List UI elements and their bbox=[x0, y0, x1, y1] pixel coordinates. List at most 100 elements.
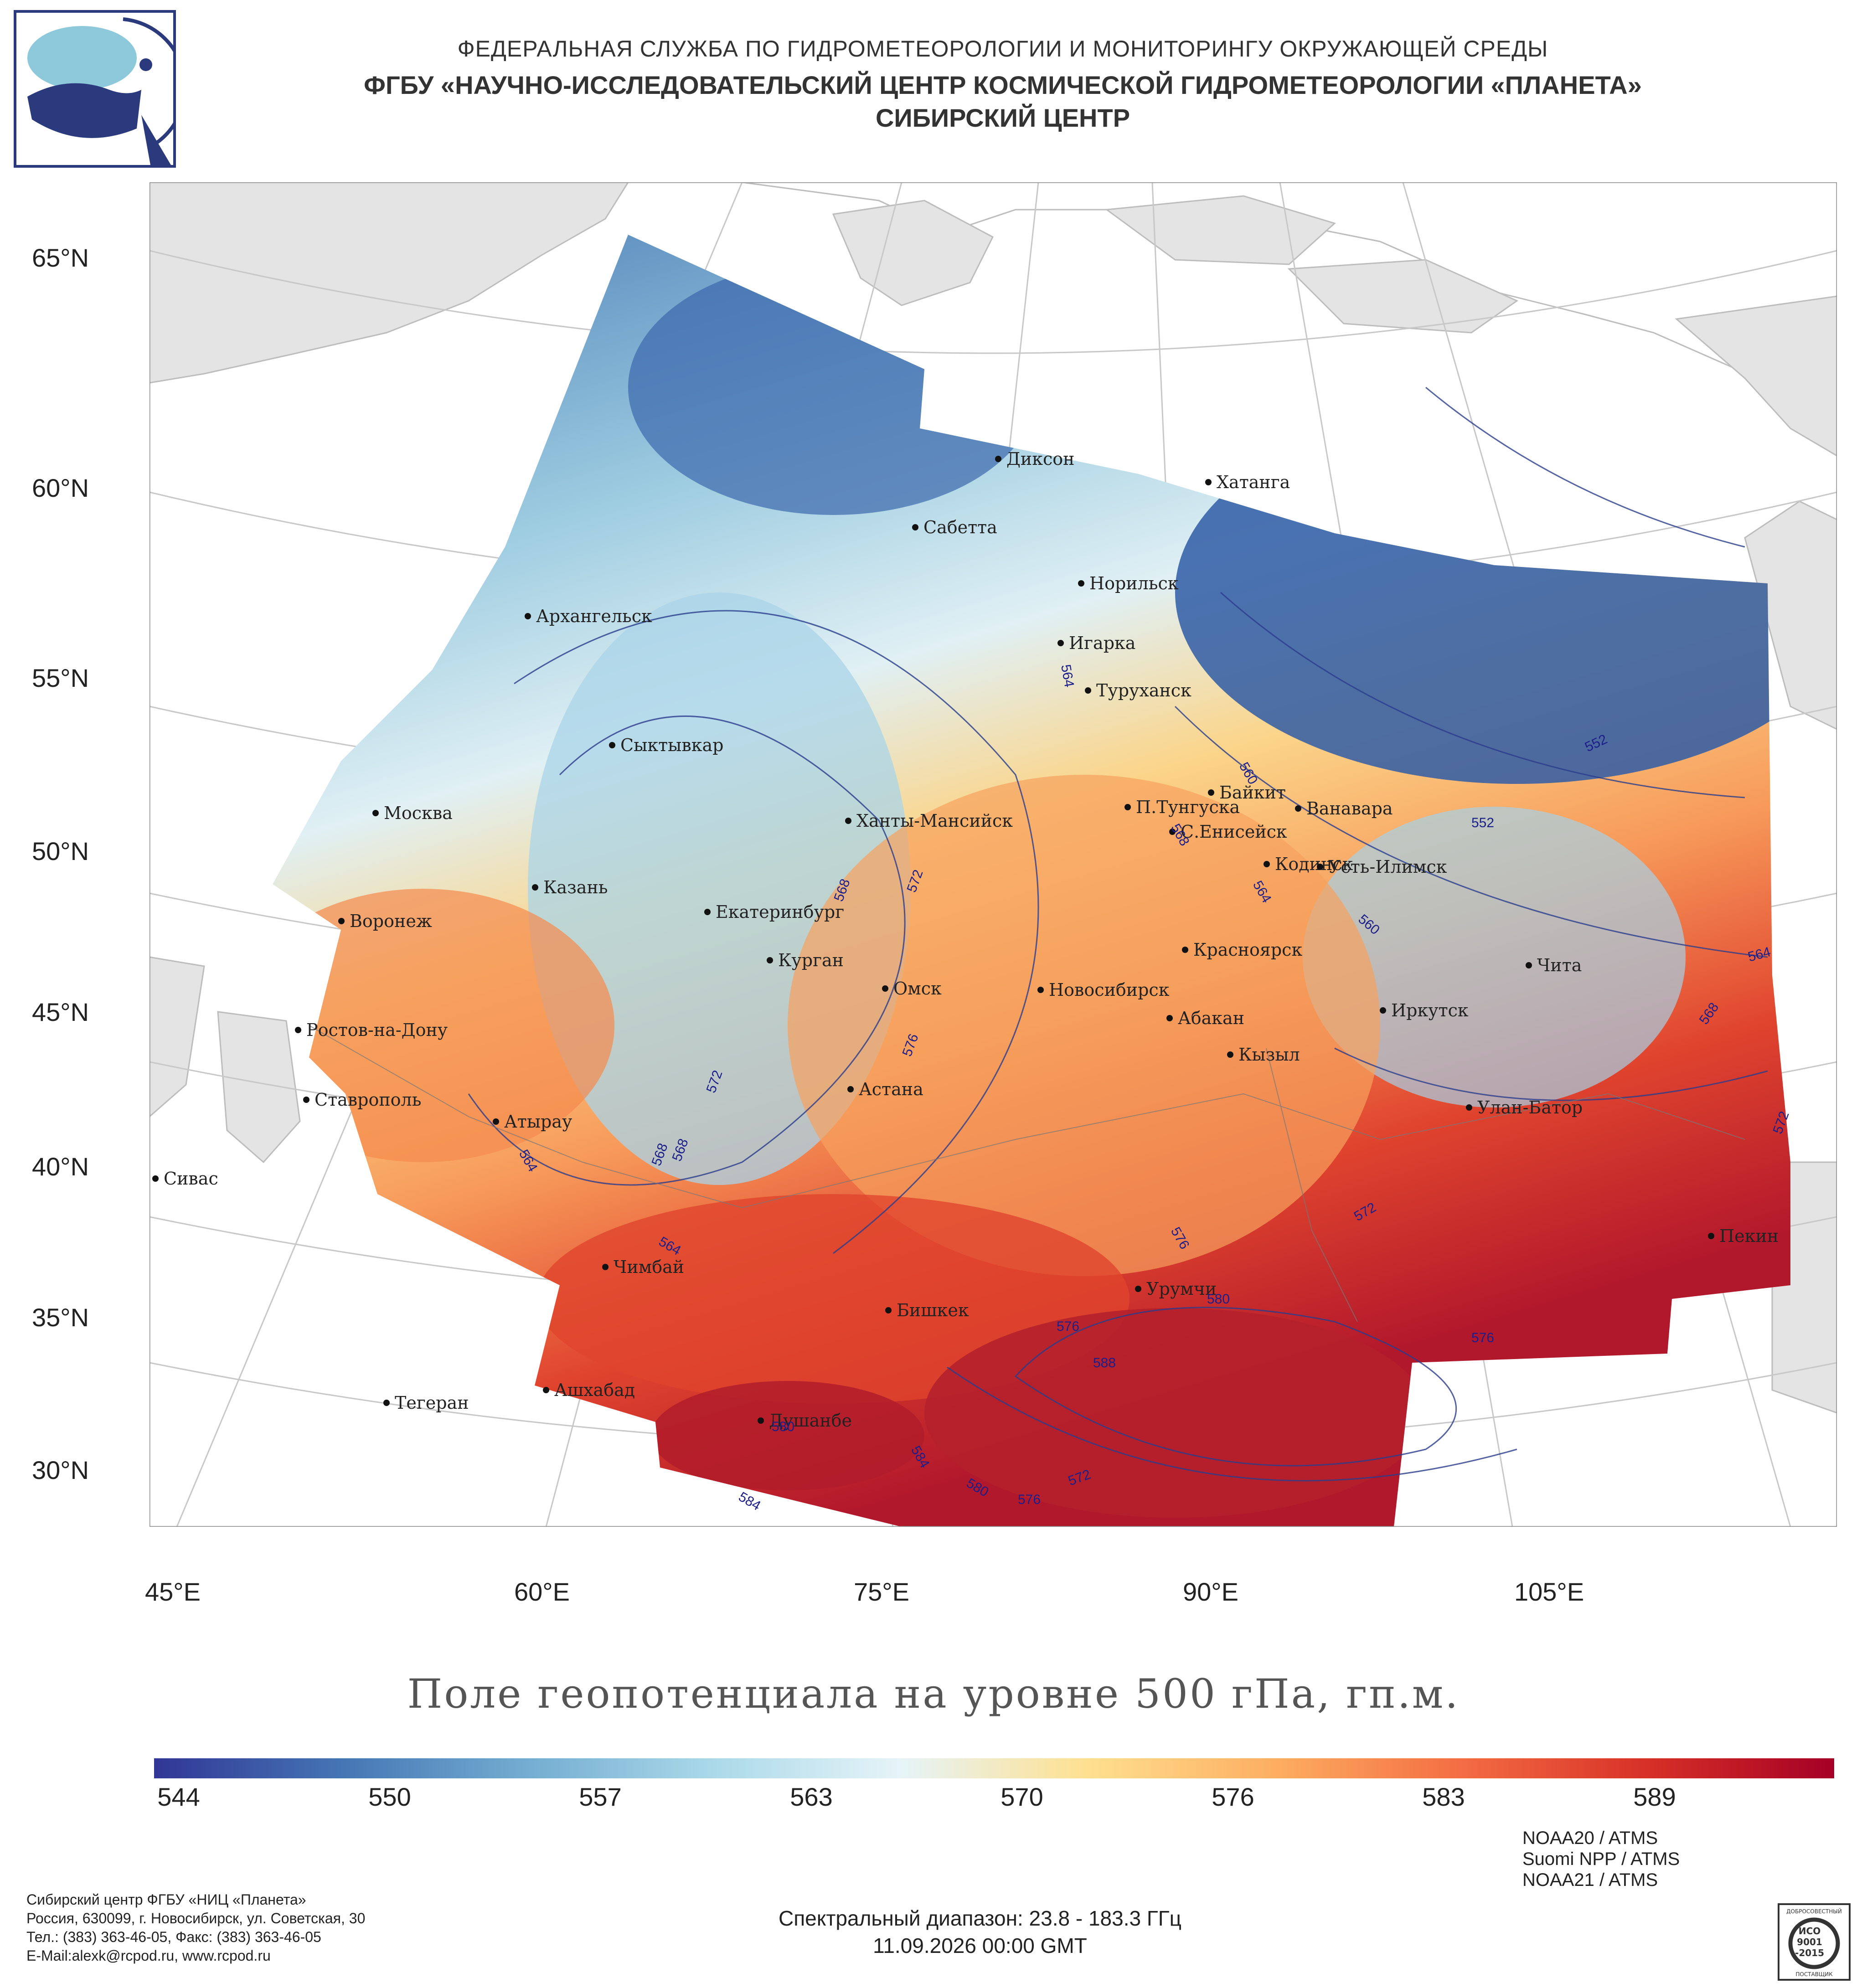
lat-label: 35°N bbox=[32, 1303, 89, 1332]
city-dot bbox=[532, 884, 538, 891]
city-dot bbox=[758, 1417, 764, 1424]
city-dot bbox=[1295, 805, 1301, 812]
colorbar bbox=[154, 1758, 1834, 1778]
city-marker: Пекин bbox=[1708, 1226, 1779, 1246]
city-marker: Ставрополь bbox=[303, 1090, 421, 1110]
colorbar-tick: 583 bbox=[1422, 1782, 1465, 1811]
geopotential-map: Диксон Хатанга Сабетта Норильск Архангельск И… bbox=[150, 182, 1837, 1527]
city-marker: Байкит bbox=[1208, 783, 1286, 803]
city-dot bbox=[1124, 804, 1131, 810]
city-marker: Чимбай bbox=[602, 1257, 684, 1277]
city-marker: Екатеринбург bbox=[704, 902, 844, 922]
city-dot bbox=[525, 613, 531, 619]
contour-label: 576 bbox=[1471, 1330, 1494, 1345]
city-label: Туруханск bbox=[1096, 680, 1191, 700]
city-dot bbox=[1380, 1007, 1386, 1014]
city-dot bbox=[1078, 580, 1084, 587]
city-label: Хатанга bbox=[1217, 472, 1290, 492]
contour-label: 576 bbox=[1018, 1492, 1041, 1507]
city-label: Сивас bbox=[164, 1169, 218, 1189]
lon-label: 45°E bbox=[145, 1577, 201, 1606]
city-marker: Сивас bbox=[152, 1169, 218, 1189]
city-dot bbox=[1526, 962, 1532, 968]
contour-label: 588 bbox=[1093, 1355, 1116, 1370]
satellite-item: NOAA21 / ATMS bbox=[1522, 1870, 1658, 1890]
city-marker: Чита bbox=[1526, 955, 1582, 975]
city-marker: Кодинск bbox=[1264, 854, 1353, 874]
city-label: Ханты-Мансийск bbox=[856, 811, 1013, 831]
city-label: Норильск bbox=[1089, 573, 1179, 593]
contour-label: 552 bbox=[1471, 815, 1494, 830]
city-label: Казань bbox=[543, 877, 608, 897]
lat-label: 65°N bbox=[32, 243, 89, 272]
colorbar-tick: 563 bbox=[790, 1782, 833, 1811]
city-dot bbox=[1037, 987, 1044, 993]
city-marker: Ашхабад bbox=[543, 1380, 635, 1400]
city-dot bbox=[885, 1307, 892, 1313]
city-label: Байкит bbox=[1219, 783, 1286, 803]
city-label: П.Тунгуска bbox=[1136, 797, 1240, 817]
city-dot bbox=[767, 957, 773, 963]
city-marker: Курган bbox=[767, 950, 844, 970]
city-label: Новосибирск bbox=[1049, 980, 1170, 1000]
contour-label: 580 bbox=[1207, 1292, 1230, 1307]
city-label: Ставрополь bbox=[315, 1090, 421, 1110]
city-dot bbox=[704, 909, 711, 915]
city-dot bbox=[493, 1118, 499, 1125]
city-dot bbox=[847, 1086, 854, 1092]
city-marker: Ростов-на-Дону bbox=[295, 1020, 448, 1040]
footer-email[interactable]: E-Mail:alexk@rcpod.ru, www.rcpod.ru bbox=[26, 1947, 271, 1964]
lon-label: 60°E bbox=[514, 1577, 570, 1606]
city-marker: Новосибирск bbox=[1037, 980, 1170, 1000]
lat-label: 50°N bbox=[32, 837, 89, 865]
city-dot bbox=[338, 918, 345, 924]
city-marker: Урумчи bbox=[1135, 1279, 1217, 1299]
lat-label: 60°N bbox=[32, 474, 89, 502]
city-dot bbox=[152, 1175, 159, 1182]
city-label: Душанбе bbox=[769, 1411, 852, 1431]
satellite-item: Suomi NPP / ATMS bbox=[1522, 1849, 1680, 1869]
city-dot bbox=[1208, 789, 1214, 796]
city-label: Омск bbox=[893, 979, 942, 999]
city-dot bbox=[543, 1387, 549, 1393]
city-dot bbox=[372, 810, 379, 816]
city-marker: Атырау bbox=[493, 1112, 572, 1132]
city-label: Чимбай bbox=[614, 1257, 684, 1277]
city-marker: Абакан bbox=[1166, 1008, 1244, 1028]
city-dot bbox=[383, 1400, 390, 1406]
city-marker: Туруханск bbox=[1085, 680, 1191, 700]
city-marker: Красноярск bbox=[1182, 940, 1302, 960]
city-label: Ашхабад bbox=[554, 1380, 635, 1400]
city-label: С.Енисейск bbox=[1181, 822, 1287, 842]
city-dot bbox=[303, 1097, 309, 1103]
footer-contacts: Сибирский центр ФГБУ «НИЦ «Планета» Росс… bbox=[26, 1890, 365, 1965]
footer-phones: Тел.: (383) 363-46-05, Факс: (383) 363-4… bbox=[26, 1929, 321, 1945]
city-marker: Душанбе bbox=[758, 1411, 852, 1431]
city-label: Улан-Батор bbox=[1477, 1097, 1583, 1118]
city-dot bbox=[1166, 1015, 1173, 1021]
satellite-list: NOAA20 / ATMS Suomi NPP / ATMS NOAA21 / … bbox=[1522, 1828, 1680, 1890]
city-label: Игарка bbox=[1069, 633, 1135, 653]
observation-datetime: 11.09.2026 00:00 GMT bbox=[873, 1934, 1087, 1957]
city-label: Кызыл bbox=[1238, 1045, 1300, 1065]
colorbar-tick: 550 bbox=[368, 1782, 411, 1811]
city-dot bbox=[1057, 640, 1064, 646]
city-dot bbox=[995, 456, 1001, 462]
city-marker: Сабетта bbox=[912, 517, 997, 537]
city-marker: Ванавара bbox=[1295, 798, 1393, 819]
planeta-logo-icon bbox=[14, 10, 176, 168]
city-label: Диксон bbox=[1006, 449, 1074, 469]
city-marker: Хатанга bbox=[1205, 472, 1290, 492]
city-label: Усть-Илимск bbox=[1328, 857, 1447, 877]
lat-label: 30°N bbox=[32, 1456, 89, 1484]
city-label: Воронеж bbox=[350, 911, 432, 931]
colorbar-tick: 557 bbox=[579, 1782, 622, 1811]
city-dot bbox=[1264, 861, 1270, 867]
city-label: Екатеринбург bbox=[716, 902, 844, 922]
city-dot bbox=[1169, 829, 1176, 835]
agency-title: ФЕДЕРАЛЬНАЯ СЛУЖБА ПО ГИДРОМЕТЕОРОЛОГИИ … bbox=[457, 36, 1548, 62]
contour-label: 580 bbox=[772, 1419, 794, 1434]
city-dot bbox=[1227, 1051, 1233, 1058]
city-marker: Москва bbox=[372, 803, 453, 823]
iso-label: ИСО bbox=[1799, 1926, 1821, 1936]
